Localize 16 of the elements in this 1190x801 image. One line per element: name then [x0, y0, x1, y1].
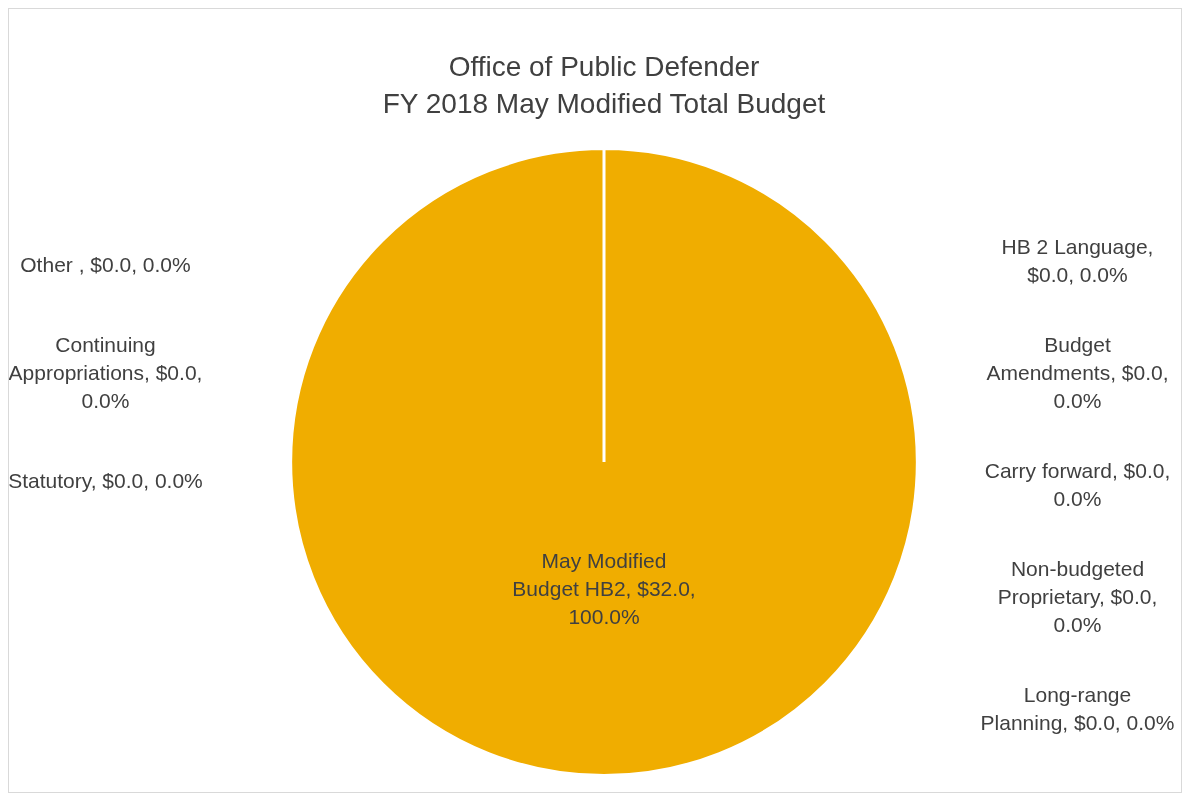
category-label: Continuing Appropriations, $0.0,	[8, 332, 203, 384]
slice-label: May Modified Budget HB2, $32.0, 100.0%	[512, 549, 696, 629]
chart-subtitle: FY 2018 May Modified Total Budget	[382, 88, 826, 120]
text: $0.0, 0.0%	[1027, 262, 1128, 286]
text: 0.0%	[1053, 486, 1102, 510]
category-label: Statutory, $0.0, 0.0%	[8, 468, 203, 492]
text: 0.0%	[1053, 612, 1102, 636]
chart-title: Office of Public Defender	[448, 50, 760, 82]
category-label: Long-range Planning, $0.0, 0.0%	[980, 682, 1175, 734]
category-label: Budget Amendments, $0.0,	[986, 332, 1169, 384]
category-label: Non-budgeted Proprietary, $0.0,	[997, 556, 1158, 608]
text: 0.0%	[81, 388, 130, 412]
category-label: Other , $0.0, 0.0%	[20, 252, 191, 276]
category-label: Carry forward, $0.0,	[984, 458, 1171, 482]
text: 0.0%	[1053, 388, 1102, 412]
category-label: HB 2 Language,	[1001, 234, 1154, 258]
